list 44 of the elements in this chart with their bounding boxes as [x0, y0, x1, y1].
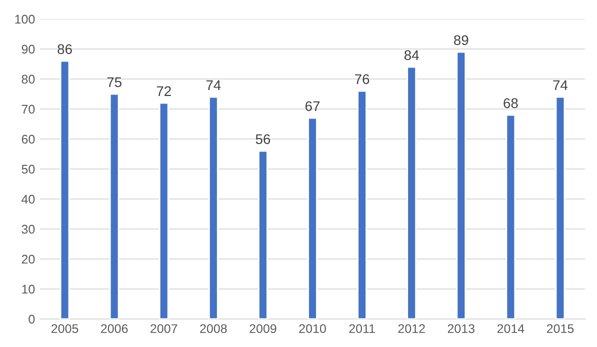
bar [357, 90, 367, 319]
y-tick-label: 50 [22, 164, 35, 174]
data-label: 67 [305, 101, 320, 112]
x-tick-label: 2012 [398, 324, 425, 334]
y-tick-label: 40 [22, 194, 35, 204]
bar [258, 150, 268, 319]
x-tick-label: 2005 [52, 324, 78, 334]
x-tick-label: 2007 [150, 324, 178, 334]
bar [60, 60, 70, 319]
data-label: 76 [355, 74, 370, 84]
x-tick-label: 2013 [448, 324, 474, 334]
x-tick-label: 2011 [349, 324, 375, 334]
x-tick-label: 2006 [101, 324, 128, 334]
bar [308, 117, 318, 319]
x-tick-label: 2008 [200, 324, 227, 334]
data-label: 75 [107, 77, 122, 88]
y-tick-label: 0 [28, 314, 35, 324]
x-tick-label: 2015 [546, 324, 574, 334]
y-tick-label: 10 [22, 284, 35, 294]
data-label: 56 [256, 134, 270, 144]
y-tick-label: 70 [22, 104, 35, 114]
bar [109, 93, 120, 319]
data-label: 74 [206, 80, 221, 90]
bar [555, 96, 566, 319]
x-tick-label: 2010 [299, 324, 326, 334]
bar [208, 96, 218, 319]
data-label: 86 [58, 44, 72, 54]
y-tick-label: 80 [22, 74, 35, 84]
y-tick-label: 30 [22, 224, 35, 234]
bar [506, 114, 516, 319]
x-tick-label: 2014 [497, 324, 524, 334]
data-label: 72 [156, 86, 171, 96]
y-tick-label: 100 [15, 14, 35, 24]
bar [158, 102, 169, 319]
data-label: 74 [553, 80, 568, 90]
y-tick-label: 90 [22, 44, 35, 54]
data-label: 84 [404, 50, 419, 60]
data-label: 68 [504, 98, 518, 108]
y-tick-label: 20 [22, 254, 35, 264]
data-label: 89 [454, 35, 468, 46]
x-tick-label: 2009 [250, 324, 276, 334]
y-tick-label: 60 [22, 134, 35, 144]
bar [456, 51, 466, 319]
bar [406, 66, 416, 319]
